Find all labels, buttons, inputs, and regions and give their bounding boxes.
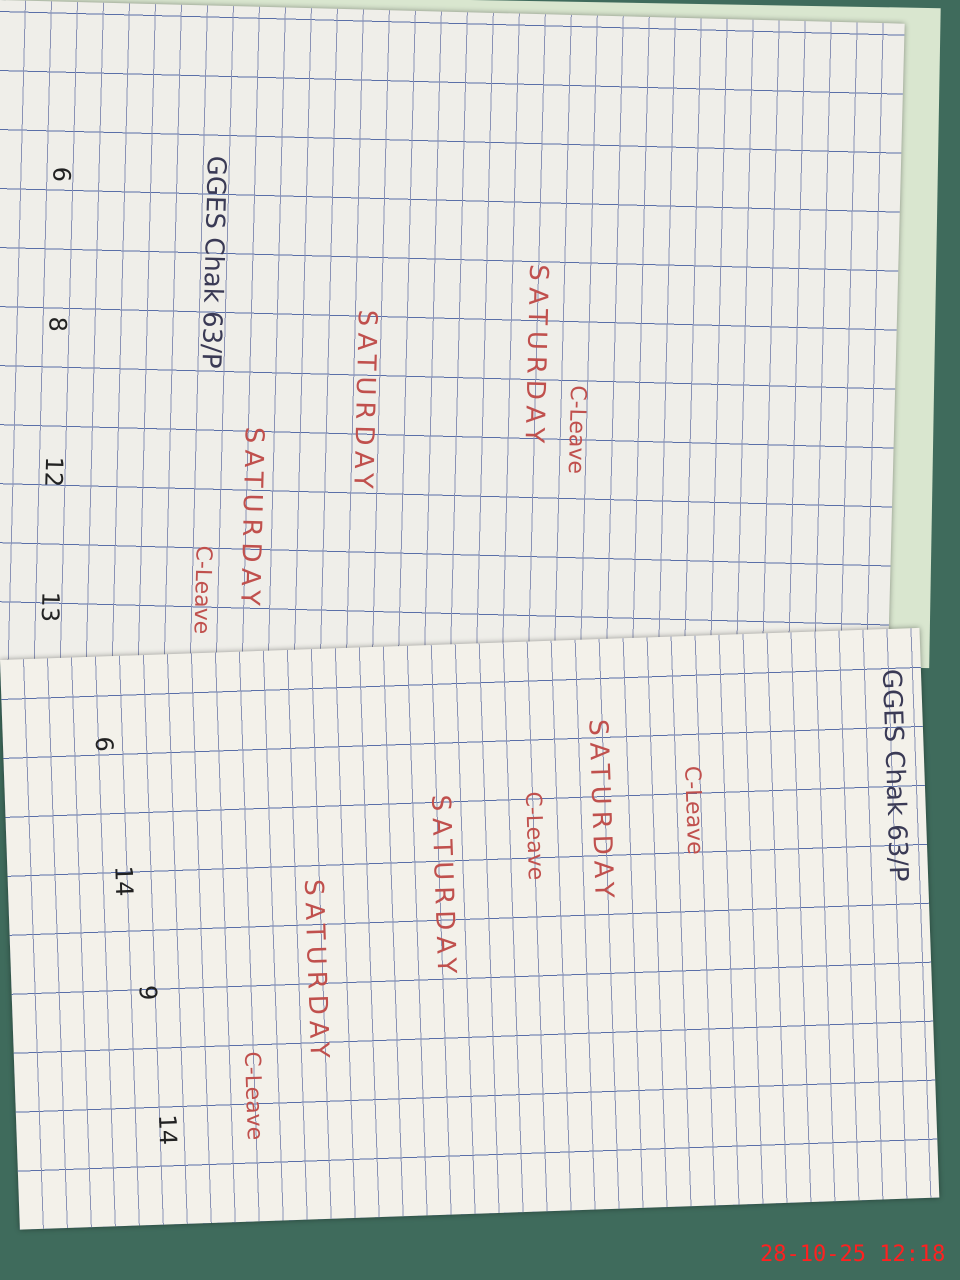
total: 6	[89, 735, 119, 753]
page-title: GGES Chak 63/P	[875, 668, 914, 883]
saturday-mark: SATURDAY	[347, 309, 383, 495]
total: 13	[35, 591, 65, 623]
page-title: GGES Chak 63/P	[195, 155, 231, 369]
leave-mark: C-Leave	[519, 791, 549, 881]
leave-mark: C-Leave	[562, 384, 591, 475]
total: 9	[133, 984, 162, 1001]
timestamp: 28-10-25 12:18	[760, 1242, 946, 1267]
saturday-mark: SATURDAY	[424, 794, 462, 981]
saturday-mark: SATURDAY	[234, 426, 269, 613]
total: 12	[39, 456, 69, 488]
saturday-mark: SATURDAY	[297, 878, 335, 1065]
total: 6	[47, 166, 76, 183]
right-page: GGES Chak 63/P SATURDAY SATURDAY SATURDA…	[0, 627, 940, 1230]
leave-mark: C-Leave	[188, 545, 216, 635]
total: 8	[43, 316, 72, 333]
saturday-mark: SATURDAY	[582, 718, 619, 905]
leave-mark: C-Leave	[238, 1051, 267, 1141]
saturday-mark: SATURDAY	[518, 263, 554, 450]
left-page: GGES Chak 63/P SATURDAY SATURDAY SATURDA…	[0, 0, 905, 684]
total: 14	[152, 1113, 183, 1146]
total: 14	[109, 865, 139, 897]
leave-mark: C-Leave	[679, 765, 708, 856]
